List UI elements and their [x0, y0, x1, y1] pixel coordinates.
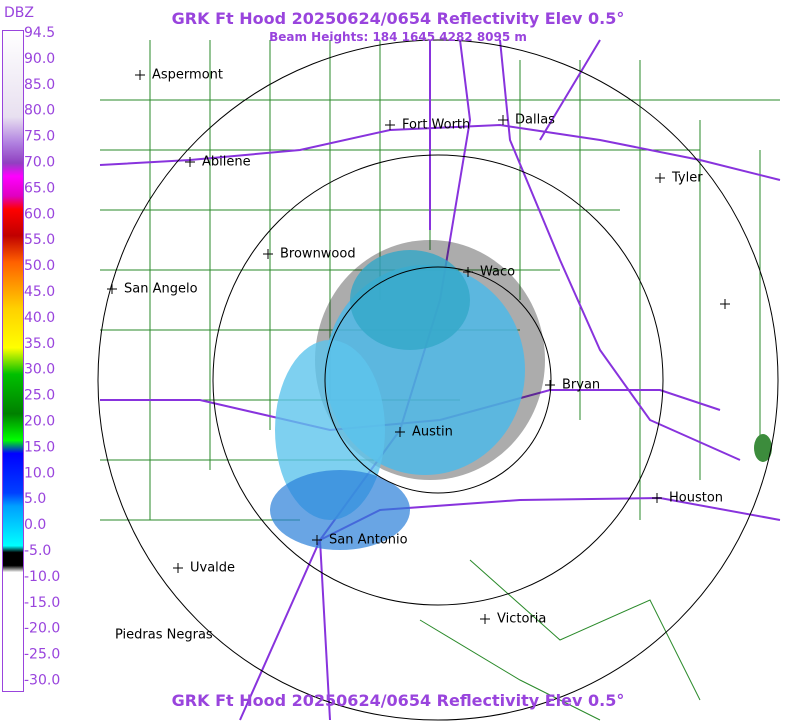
legend-label: 40.0 [24, 310, 55, 326]
city-marker [652, 493, 662, 503]
city-marker [107, 284, 117, 294]
city-marker [312, 535, 322, 545]
legend-label: 60.0 [24, 206, 55, 222]
legend-label: -25.0 [24, 647, 60, 663]
legend-label: 0.0 [24, 517, 46, 533]
legend-label: 94.5 [24, 25, 55, 41]
city-label: Houston [669, 491, 723, 506]
legend-label: -20.0 [24, 621, 60, 637]
legend-label: 85.0 [24, 77, 55, 93]
city-label: Tyler [671, 171, 703, 186]
legend-label: 25.0 [24, 388, 55, 404]
legend-label: 10.0 [24, 465, 55, 481]
legend-label: -5.0 [24, 543, 51, 559]
city-marker [463, 267, 473, 277]
legend-label: 75.0 [24, 129, 55, 145]
city-marker [480, 614, 490, 624]
city-marker [545, 380, 555, 390]
city-marker [395, 427, 405, 437]
legend-label: 35.0 [24, 336, 55, 352]
city-marker [655, 173, 665, 183]
footer: GRK Ft Hood 20250624/0654 Reflectivity E… [172, 691, 625, 710]
city-marker [135, 70, 145, 80]
city-marker [263, 249, 273, 259]
legend-label: 30.0 [24, 362, 55, 378]
title: GRK Ft Hood 20250624/0654 Reflectivity E… [172, 9, 625, 28]
city-label: Bryan [562, 378, 600, 393]
city-label: Waco [480, 265, 515, 280]
city-marker [173, 563, 183, 573]
city-label: Fort Worth [402, 118, 470, 133]
city-marker [185, 157, 195, 167]
range-rings [97, 39, 779, 721]
legend-label: 70.0 [24, 155, 55, 171]
city-label: San Angelo [124, 282, 198, 297]
city-label: San Antonio [329, 533, 408, 548]
city-marker [385, 120, 395, 130]
legend-label: -30.0 [24, 673, 60, 689]
city-label: Brownwood [280, 247, 356, 262]
legend-label: -15.0 [24, 595, 60, 611]
city-label: Austin [412, 425, 453, 440]
city-label: Abilene [202, 155, 251, 170]
legend-label: 50.0 [24, 258, 55, 274]
legend-label: -10.0 [24, 569, 60, 585]
city-label: Victoria [497, 612, 546, 627]
color-bar [2, 30, 24, 692]
city-label: Uvalde [190, 561, 235, 576]
legend-label: 80.0 [24, 103, 55, 119]
city-label: Dallas [515, 113, 555, 128]
city-marker [498, 115, 508, 125]
legend-label: 90.0 [24, 51, 55, 67]
legend-label: 5.0 [24, 491, 46, 507]
county-lines [100, 40, 780, 721]
legend-title: DBZ [4, 5, 34, 21]
legend-label: 45.0 [24, 284, 55, 300]
radar-echo [270, 240, 772, 550]
city-label: Piedras Negras [115, 628, 213, 643]
legend-label: 65.0 [24, 180, 55, 196]
subtitle: Beam Heights: 184 1645 4282 8095 m [269, 30, 527, 44]
city-label: Aspermont [152, 68, 223, 83]
cross [720, 299, 730, 309]
legend-label: 20.0 [24, 414, 55, 430]
legend-label: 55.0 [24, 232, 55, 248]
legend-label: 15.0 [24, 439, 55, 455]
